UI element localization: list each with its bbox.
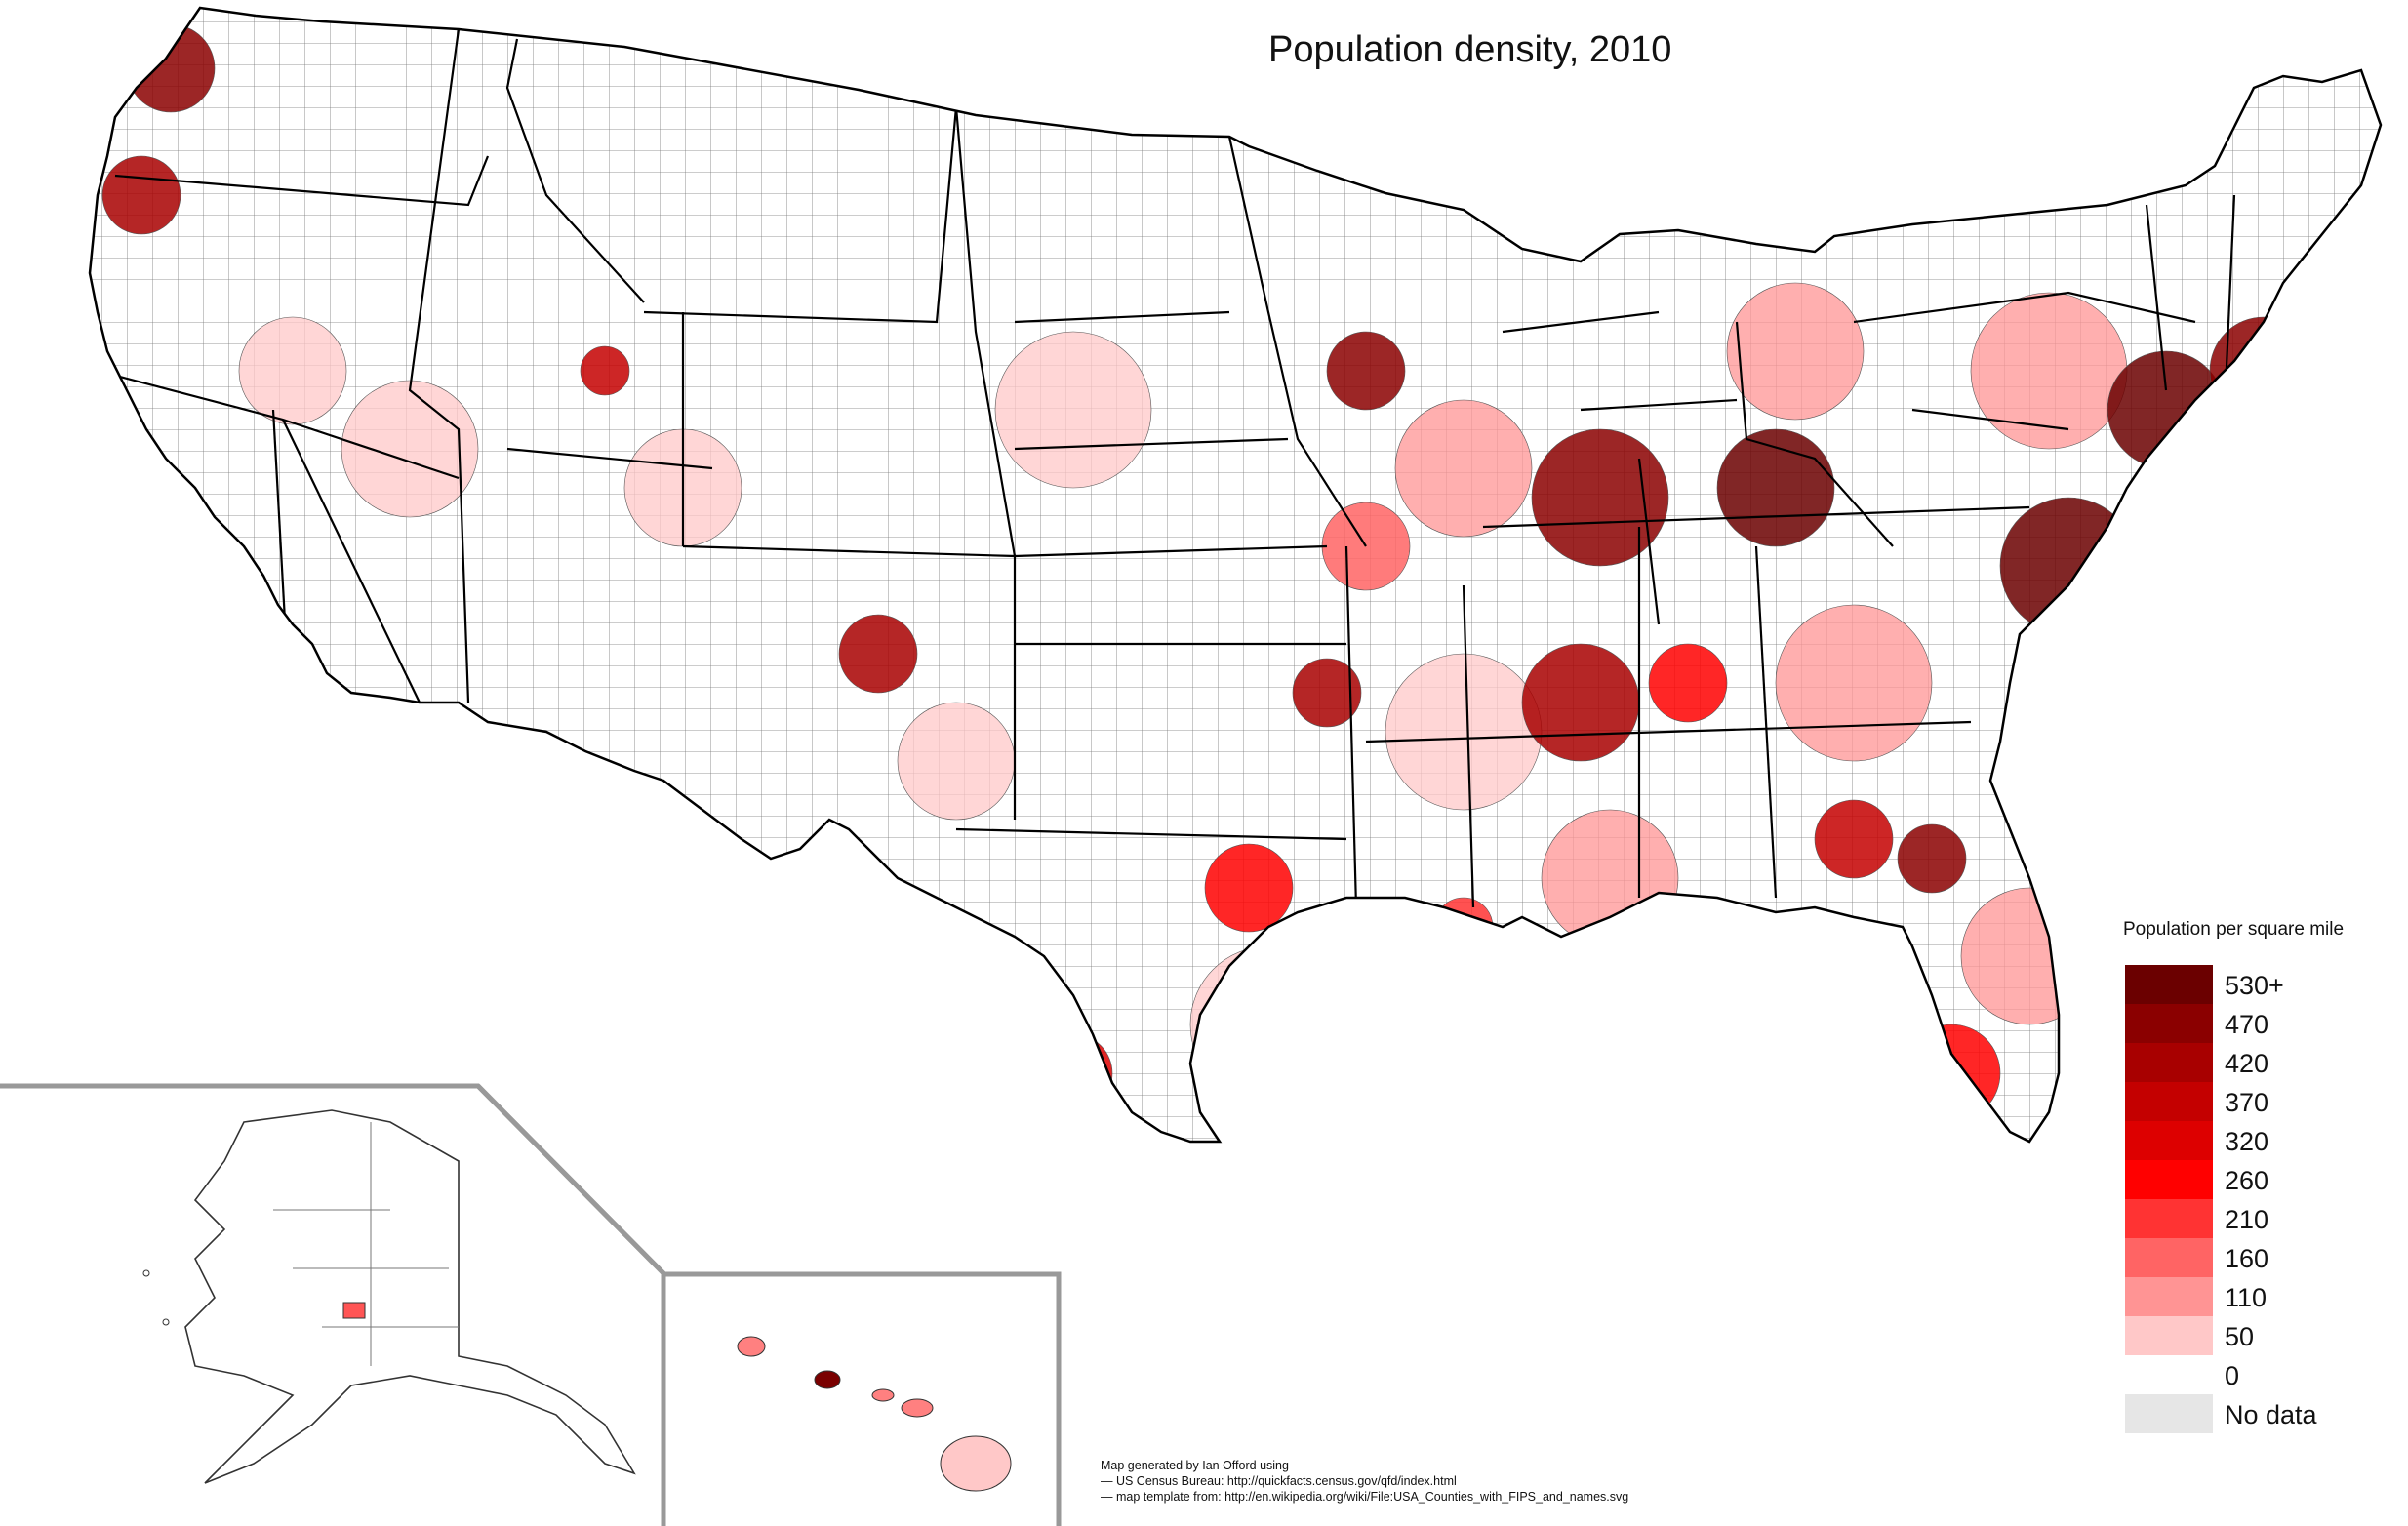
legend-item: 470 (2125, 1004, 2268, 1043)
density-region (1970, 292, 2128, 450)
legend-label: 370 (2225, 1088, 2269, 1117)
density-region (1580, 945, 1738, 1104)
legend-swatch (2125, 1199, 2213, 1238)
density-region (516, 770, 655, 908)
legend-item: 110 (2125, 1277, 2267, 1316)
density-region (1132, 1259, 1210, 1337)
legend-label: 470 (2225, 1010, 2269, 1039)
density-region (1775, 604, 1933, 762)
density-region (1746, 916, 1865, 1035)
density-region (1521, 643, 1640, 762)
legend-label: 260 (2225, 1166, 2269, 1195)
legend-swatch (2125, 1043, 2213, 1082)
legend-swatch (2125, 1277, 2213, 1316)
map-credits: Map generated by Ian Offord using — US C… (1101, 1458, 1628, 1505)
density-region (101, 155, 181, 235)
legend-item: 260 (2125, 1160, 2268, 1199)
density-region (1292, 658, 1362, 728)
legend-item: 0 (2125, 1355, 2239, 1394)
credits-line: Map generated by Ian Offord using (1101, 1459, 1289, 1472)
density-region (1883, 1259, 1981, 1356)
density-region (1394, 399, 1533, 538)
legend: 530+ 470 420 370 320 260 210 160 110 50 … (2125, 965, 2317, 1433)
legend-label: 530+ (2225, 971, 2284, 1000)
density-region (838, 614, 918, 694)
density-region (1385, 653, 1543, 811)
legend-swatch (2125, 1121, 2213, 1160)
density-region (238, 316, 347, 425)
density-region (126, 23, 216, 113)
legend-label: 160 (2225, 1244, 2269, 1273)
density-region (1541, 809, 1679, 947)
credits-line: — US Census Bureau: http://quickfacts.ce… (1101, 1474, 1457, 1488)
legend-label: 420 (2225, 1049, 2269, 1078)
legend-item: 160 (2125, 1238, 2268, 1277)
density-region (1137, 1156, 1244, 1264)
legend-item: No data (2125, 1394, 2317, 1433)
legend-swatch (2125, 1004, 2213, 1043)
legend-label: 320 (2225, 1127, 2269, 1156)
density-region (1189, 945, 1347, 1104)
density-region (2107, 350, 2226, 469)
legend-swatch (2125, 1394, 2213, 1433)
density-region (341, 380, 479, 518)
density-region (1648, 643, 1728, 723)
density-region (1033, 1033, 1113, 1113)
density-region (1531, 428, 1669, 567)
density-region (2111, 745, 2182, 816)
density-region (1326, 331, 1406, 411)
density-region (1999, 497, 2138, 635)
legend-label: 50 (2225, 1322, 2255, 1351)
density-region (897, 702, 1016, 821)
credits-line: — map template from: http://en.wikipedia… (1101, 1490, 1629, 1504)
density-region (238, 838, 357, 957)
legend-title: Population per square mile (2123, 919, 2345, 940)
legend-swatch (2125, 1082, 2213, 1121)
density-region (1453, 1131, 1533, 1142)
density-region (580, 345, 630, 396)
density-region (1726, 282, 1865, 421)
density-region (90, 516, 186, 655)
legend-item: 420 (2125, 1043, 2268, 1082)
legend-item: 370 (2125, 1082, 2268, 1121)
legend-swatch (2125, 1238, 2213, 1277)
hawaii-inset (476, 1084, 1062, 1526)
legend-item: 210 (2125, 1199, 2268, 1238)
density-region (1897, 823, 1967, 894)
legend-swatch (2125, 1355, 2213, 1394)
density-region (682, 994, 801, 1113)
density-region (453, 931, 562, 1040)
density-region (233, 702, 333, 801)
density-region (1814, 799, 1894, 879)
density-region (1902, 1024, 2001, 1123)
legend-label: 0 (2225, 1361, 2240, 1390)
legend-label: 210 (2225, 1205, 2269, 1234)
legend-label: No data (2225, 1400, 2317, 1429)
legend-label: 110 (2225, 1283, 2268, 1312)
density-region (1234, 1195, 1322, 1283)
density-region (262, 711, 421, 869)
density-region (1151, 1376, 1210, 1434)
density-region (1960, 887, 2099, 1025)
legend-swatch (2125, 1160, 2213, 1199)
density-region (1922, 1161, 2059, 1298)
map-title: Population density, 2010 (1268, 29, 1672, 70)
legend-swatch (2125, 965, 2213, 1004)
density-region (184, 770, 294, 879)
density-region (994, 331, 1152, 489)
alaska-inset (0, 1083, 666, 1526)
legend-item: 530+ (2125, 965, 2284, 1004)
legend-item: 320 (2125, 1121, 2268, 1160)
legend-item: 50 (2125, 1316, 2254, 1355)
legend-swatch (2125, 1316, 2213, 1355)
density-region (1204, 843, 1294, 933)
density-region (1682, 960, 1752, 1030)
